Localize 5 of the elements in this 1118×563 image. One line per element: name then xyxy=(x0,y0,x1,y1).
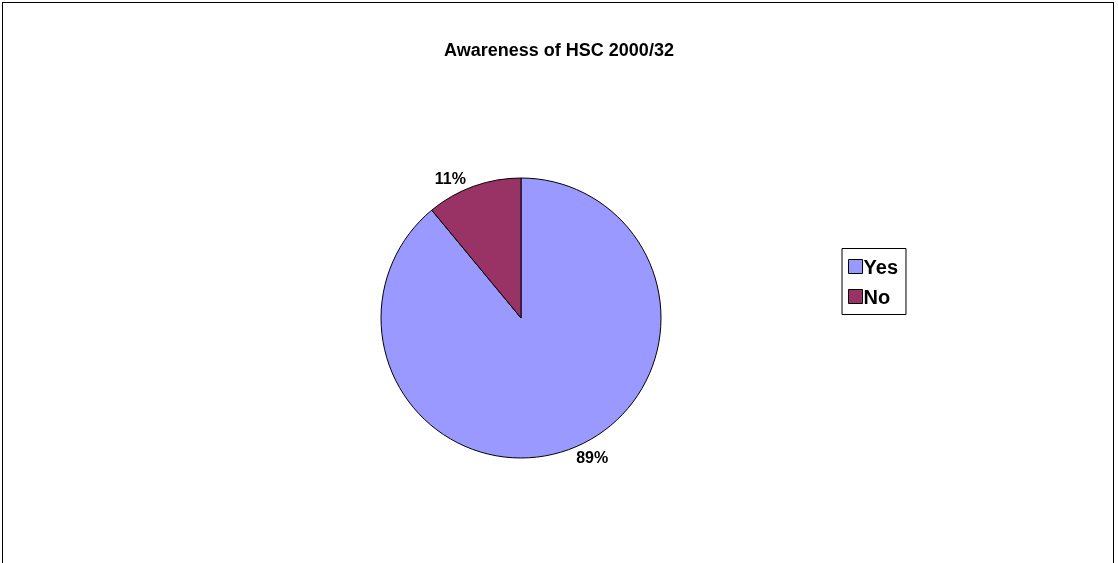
chart-title: Awareness of HSC 2000/32 xyxy=(444,40,674,60)
data-label: 89% xyxy=(576,448,609,466)
legend-label: No xyxy=(863,285,891,308)
data-label: 11% xyxy=(434,170,466,188)
legend-label: Yes xyxy=(863,255,898,278)
